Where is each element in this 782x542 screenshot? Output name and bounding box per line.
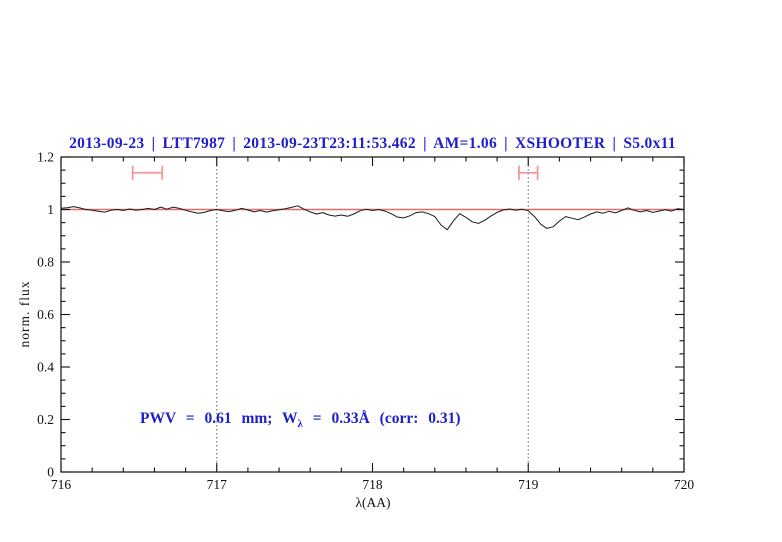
x-axis-label: λ(AA) [355, 495, 391, 510]
y-tick-label: 0.8 [37, 255, 54, 270]
observed-spectrum-line [60, 205, 685, 231]
y-tick-label: 0 [47, 465, 54, 480]
pwv-annotation-prefix: PWV = 0.61 mm; W [140, 409, 298, 427]
x-tick-label: 720 [674, 477, 695, 492]
x-tick-label: 719 [518, 477, 539, 492]
y-tick-label: 0.6 [37, 307, 54, 322]
plot-title: 2013-09-23 | LTT7987 | 2013-09-23T23:11:… [69, 135, 676, 152]
y-tick-label: 1 [47, 202, 54, 217]
x-tick-label: 716 [51, 477, 72, 492]
y-tick-label: 1.2 [37, 150, 54, 165]
pwv-annotation: PWV = 0.61 mm; Wλ = 0.33Å (corr: 0.31) [140, 410, 461, 430]
y-tick-label: 0.4 [37, 360, 54, 375]
y-tick-label: 0.2 [37, 412, 54, 427]
x-tick-label: 717 [207, 477, 228, 492]
x-tick-label: 718 [362, 477, 383, 492]
pwv-annotation-subscript: λ [297, 418, 303, 431]
pwv-annotation-suffix: = 0.33Å (corr: 0.31) [302, 409, 461, 427]
